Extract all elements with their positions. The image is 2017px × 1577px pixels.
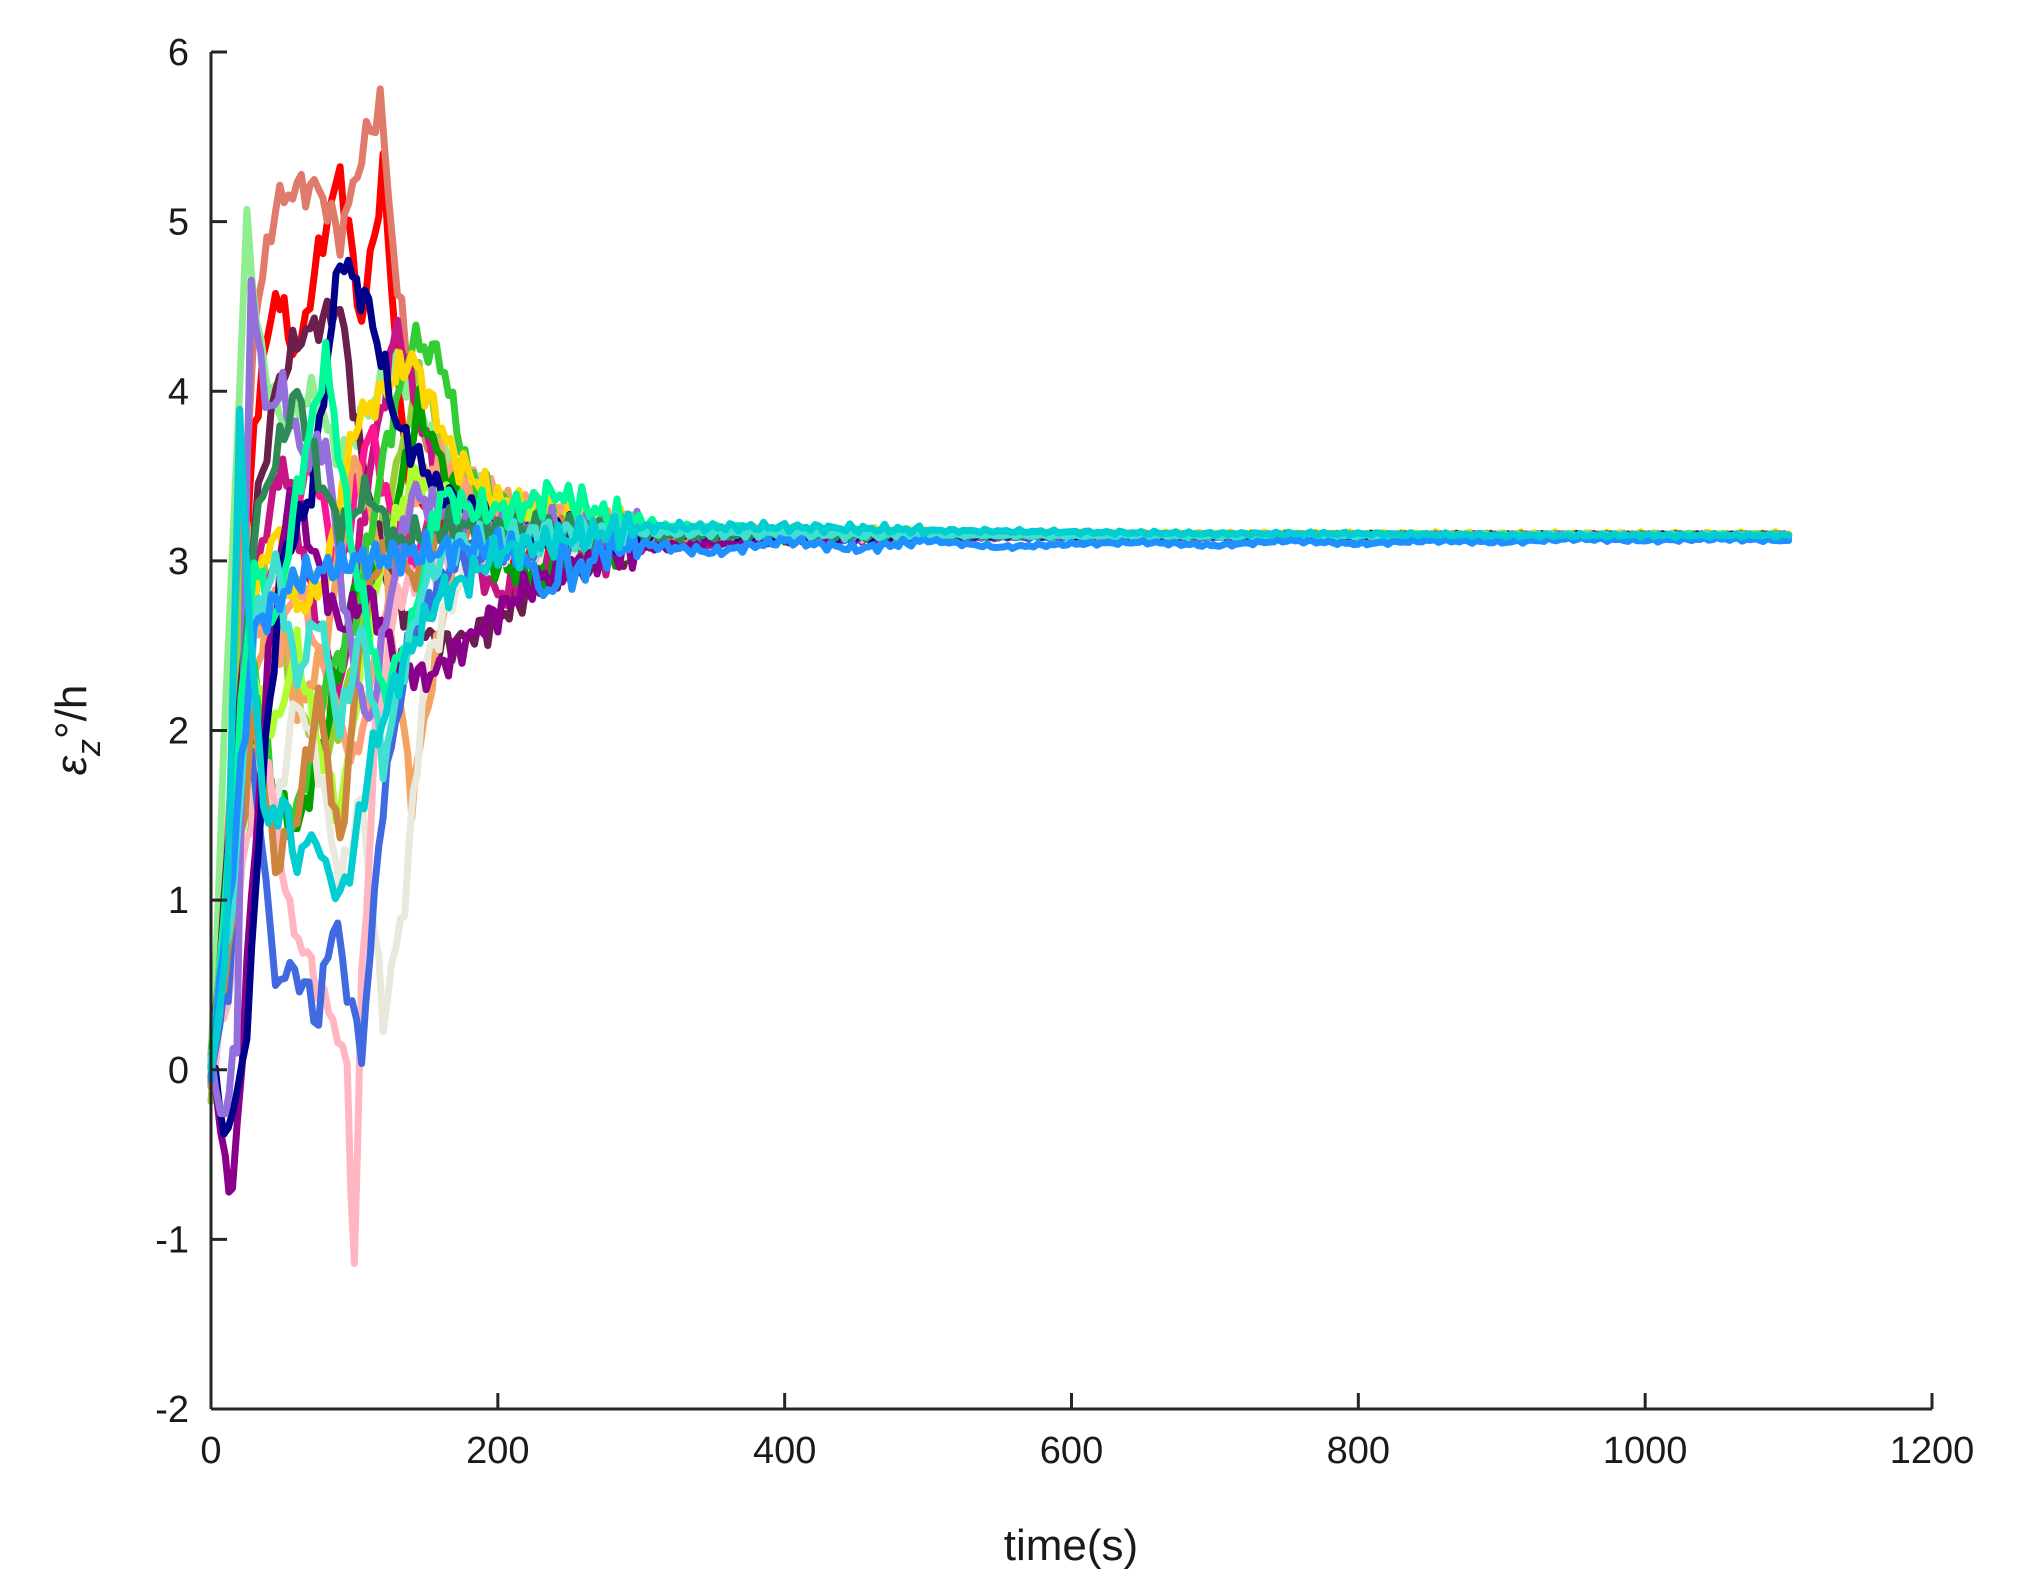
y-tick-label: 4	[168, 371, 189, 413]
y-tick-label: 0	[168, 1050, 189, 1092]
series-layer	[207, 85, 1793, 1267]
y-tick-label: -1	[155, 1219, 189, 1261]
y-tick-label: 2	[168, 711, 189, 753]
x-axis-label: time(s)	[1004, 1521, 1138, 1570]
x-tick-label: 800	[1327, 1430, 1390, 1472]
y-tick-label: 5	[168, 202, 189, 244]
y-axis-label-subscript: z	[70, 739, 108, 757]
series-line	[207, 405, 1793, 1073]
x-tick-label: 400	[753, 1430, 816, 1472]
y-axis-label-symbol: ε	[47, 755, 96, 775]
y-tick-label: -2	[155, 1389, 189, 1431]
axes	[209, 52, 1932, 1411]
x-tick-label: 1000	[1603, 1430, 1688, 1472]
y-tick-label: 1	[168, 880, 189, 922]
y-axis-label-unit: °/h	[47, 685, 96, 739]
series-line	[207, 297, 1793, 1080]
y-tick-label: 6	[168, 32, 189, 74]
x-tick-label: 600	[1040, 1430, 1103, 1472]
x-tick-label: 1200	[1890, 1430, 1975, 1472]
series-line	[207, 321, 1793, 1057]
y-tick-label: 3	[168, 541, 189, 583]
series-line	[207, 524, 1793, 1084]
x-tick-label: 0	[200, 1430, 221, 1472]
y-axis-label: εz°/h	[47, 685, 108, 776]
ticks: 0 200 400 600 800 1000 1200 -2 -1 0 1 2 3 4 5 6	[155, 32, 1974, 1472]
svg-text:εz°/h: εz°/h	[47, 685, 108, 776]
series-line	[207, 276, 1793, 1118]
series-line	[207, 316, 1793, 1069]
x-tick-label: 200	[466, 1430, 529, 1472]
